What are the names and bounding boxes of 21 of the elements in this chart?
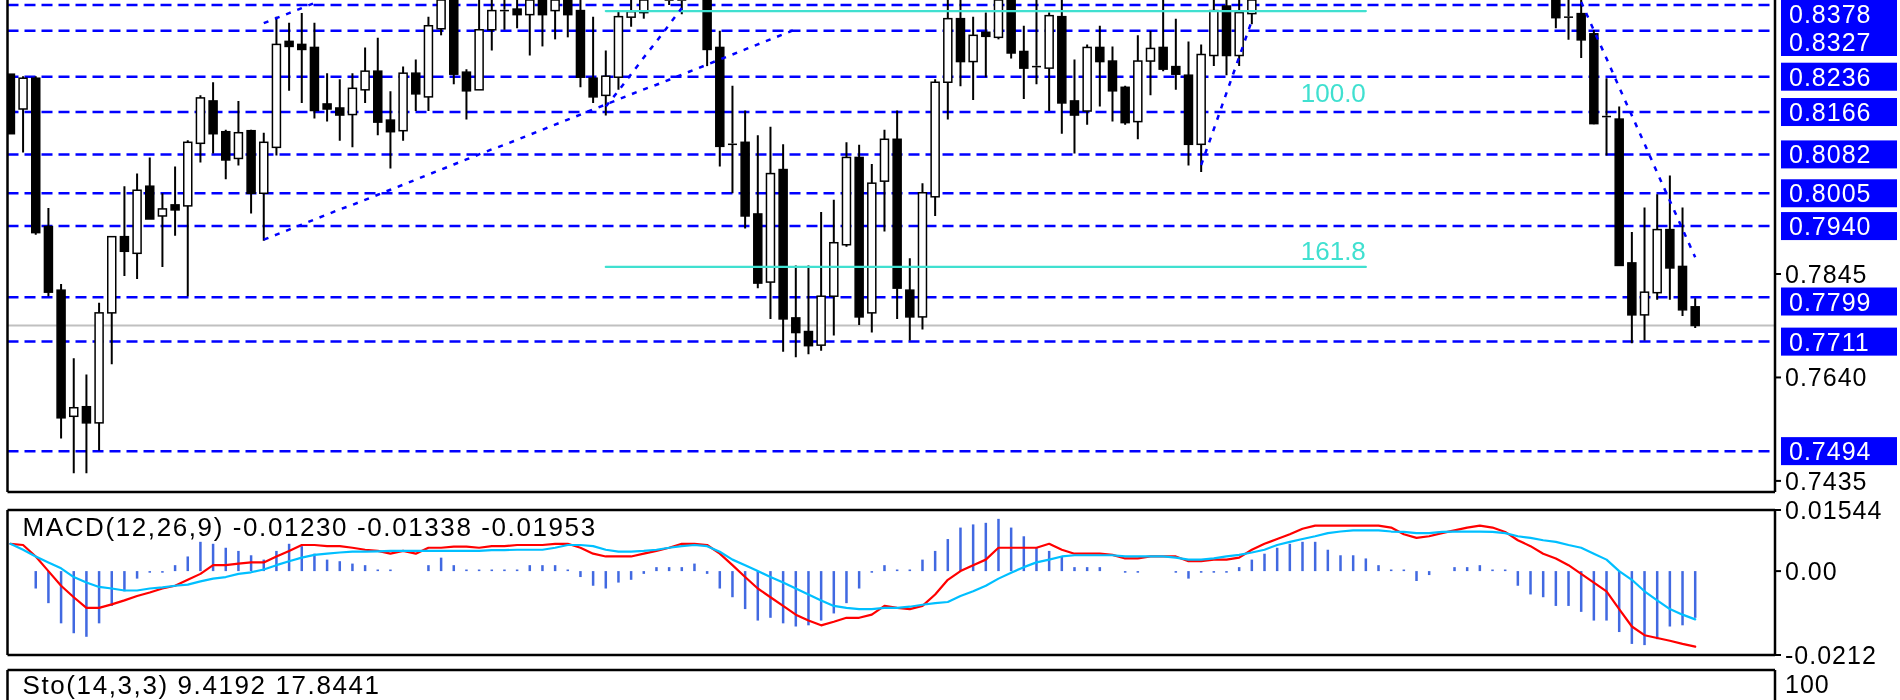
ref-line-label: 0.8005 <box>1789 179 1872 208</box>
y-tick-label: 0.7640 <box>1785 363 1868 392</box>
ref-line-label: 0.8166 <box>1789 98 1872 127</box>
text: 100 <box>1785 670 1830 698</box>
y-tick-label: 0.7845 <box>1785 260 1868 289</box>
ref-line-label: 0.8327 <box>1789 28 1872 56</box>
ref-line-label: 0.7940 <box>1789 212 1872 241</box>
y-tick-label: -0.0212 <box>1785 641 1877 669</box>
ref-line-label: 0.7799 <box>1789 287 1872 316</box>
chart-title: MACD(12,26,9) -0.01230 -0.01338 -0.01953 <box>22 512 597 542</box>
y-tick-label: 0.00 <box>1785 557 1838 586</box>
ref-line-label: 0.8082 <box>1789 140 1872 169</box>
annotation: 100.0 <box>1300 78 1366 108</box>
ref-line-label: 0.7494 <box>1789 437 1872 466</box>
y-tick-label: 0.01544 <box>1785 496 1883 524</box>
ref-line-label: 0.8236 <box>1789 62 1872 91</box>
series-label: 161.8 <box>1300 235 1366 266</box>
text: Sto(14,3,3) 9.4192 17.8441 <box>22 670 381 700</box>
y-tick-label: 0.7435 <box>1785 466 1868 495</box>
ref-line-label: 0.7711 <box>1789 327 1870 356</box>
ref-line-label: 0.8378 <box>1789 0 1872 28</box>
